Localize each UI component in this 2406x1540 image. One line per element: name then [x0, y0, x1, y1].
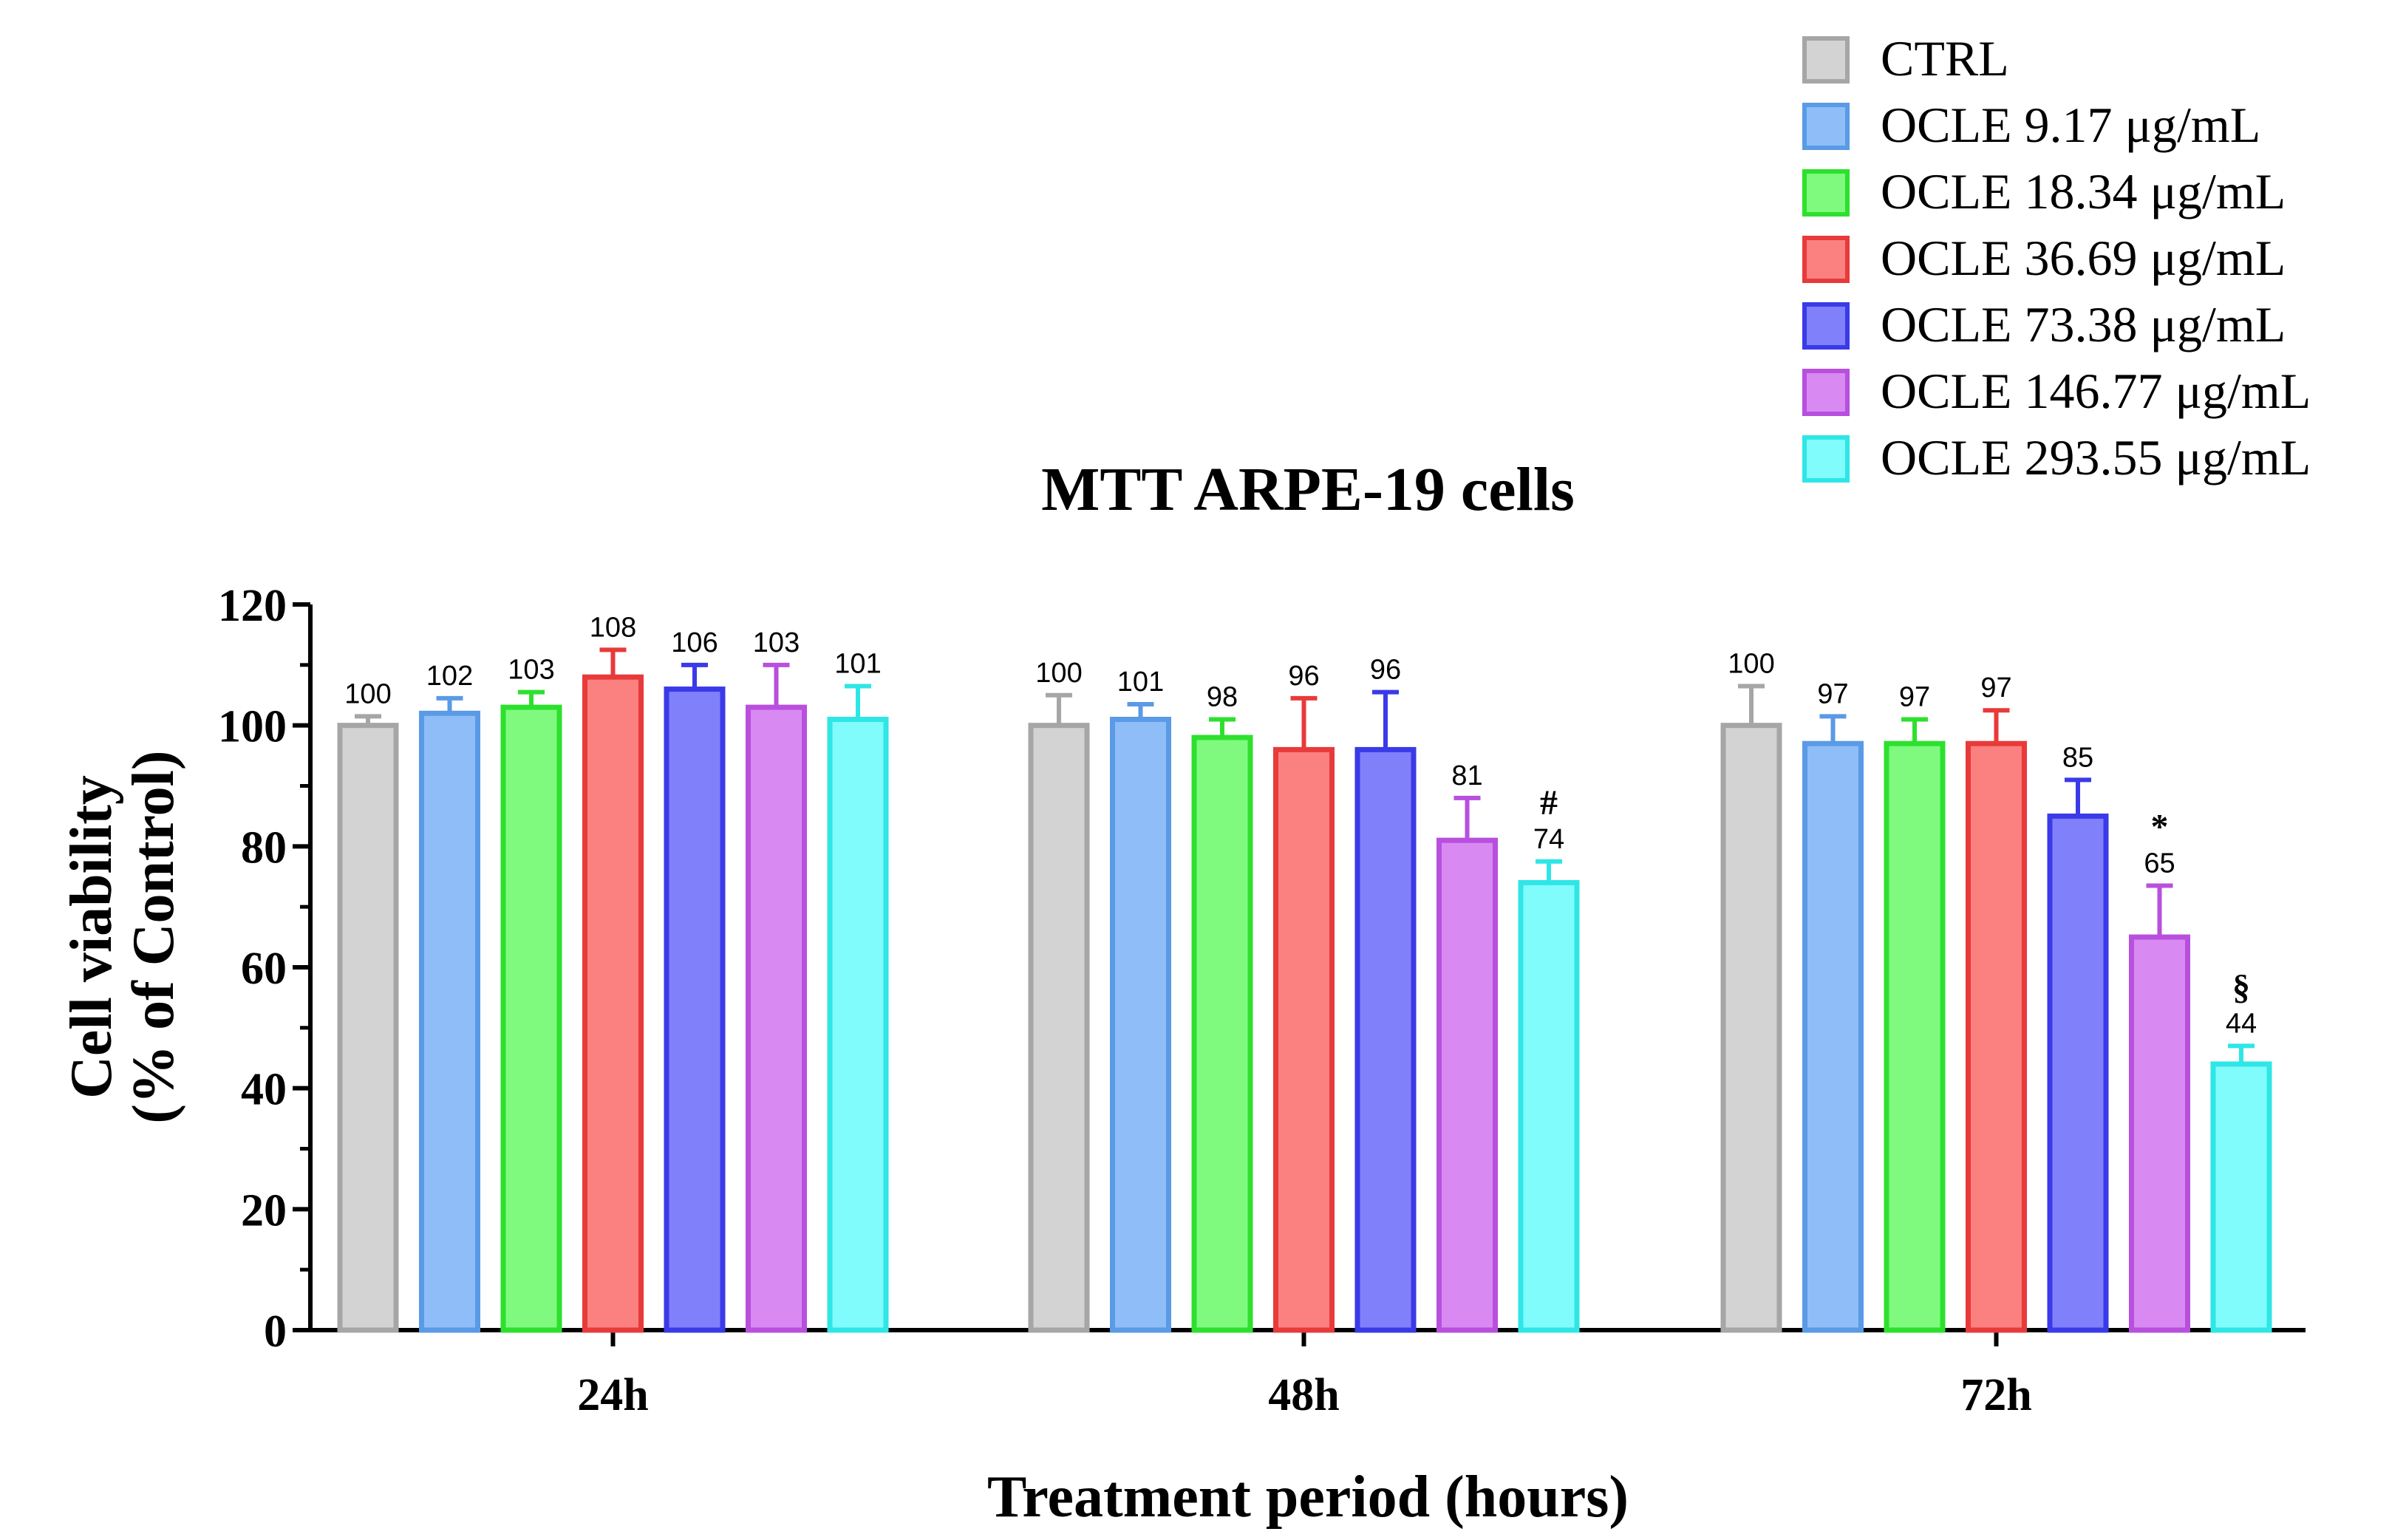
data-label: 85	[2062, 742, 2093, 773]
bar-72h-series-2	[1884, 740, 1946, 1333]
bar-72h-series-0	[1720, 723, 1782, 1333]
bar-48h-series-6	[1518, 879, 1580, 1333]
x-tick-label-72h: 72h	[1960, 1370, 2031, 1420]
bar-48h-series-2	[1191, 735, 1253, 1333]
y-tick-label: 20	[241, 1185, 287, 1236]
legend-swatch	[1802, 103, 1850, 150]
x-axis-ticks: 24h 48h 72h	[577, 1330, 2032, 1420]
data-label: 96	[1288, 661, 1319, 692]
x-tick-label-24h: 24h	[577, 1370, 648, 1420]
data-label: 96	[1370, 655, 1401, 686]
legend-label: OCLE 9.17 μg/mL	[1881, 97, 2260, 153]
legend-swatch	[1802, 169, 1850, 217]
data-label: 100	[1035, 658, 1082, 689]
data-label: 101	[1117, 667, 1164, 698]
bar-24h-series-0	[337, 723, 399, 1333]
bar-72h-series-3	[1966, 740, 2027, 1333]
y-axis-ticks: 0 20 40 60 80 100 120	[218, 581, 310, 1357]
bar-48h-series-4	[1354, 746, 1417, 1333]
legend-swatch	[1802, 369, 1850, 416]
bar-24h-series-4	[664, 686, 726, 1333]
data-label: 74	[1533, 824, 1564, 855]
y-axis-title-line1: Cell viability	[59, 775, 124, 1099]
y-tick-label: 80	[241, 822, 287, 873]
data-label: 98	[1207, 681, 1238, 712]
bar-72h-series-6	[2210, 1061, 2272, 1333]
bar-72h-series-5	[2129, 934, 2190, 1333]
bar-48h-series-3	[1273, 746, 1335, 1333]
x-tick-label-48h: 48h	[1268, 1370, 1339, 1420]
data-label: 97	[1980, 672, 2011, 703]
data-label: 103	[508, 655, 554, 686]
y-axis-title-line2: (% of Control)	[121, 750, 186, 1123]
data-label: 108	[590, 612, 636, 643]
data-label: 103	[753, 627, 800, 658]
data-label: 44	[2226, 1008, 2257, 1039]
bar-24h-series-1	[419, 710, 480, 1333]
data-label: 81	[1451, 760, 1482, 791]
legend: CTRL OCLE 9.17 μg/mL OCLE 18.34 μg/mL OCLE …	[1802, 30, 2311, 485]
data-label: 65	[2144, 848, 2175, 879]
legend-swatch	[1802, 36, 1850, 84]
y-tick-label: 120	[218, 581, 287, 631]
data-label: 101	[834, 648, 881, 679]
significance-marker: #	[1540, 783, 1558, 822]
data-label: 102	[426, 661, 473, 692]
data-label: 97	[1899, 681, 1930, 712]
bar-24h-series-3	[582, 674, 644, 1333]
legend-label: OCLE 293.55 μg/mL	[1881, 429, 2311, 485]
data-label: 97	[1817, 678, 1848, 709]
legend-label: OCLE 73.38 μg/mL	[1881, 296, 2286, 352]
bar-48h-series-5	[1437, 837, 1498, 1333]
y-tick-label: 60	[241, 944, 287, 994]
legend-swatch	[1802, 302, 1850, 350]
bars-layer: 100 102 103 108 106 103 101 100 101 98 96 96 81 74#10…	[337, 612, 2272, 1333]
bar-24h-series-5	[746, 704, 807, 1333]
legend-label: CTRL	[1881, 30, 2009, 86]
legend-label: OCLE 18.34 μg/mL	[1881, 163, 2286, 219]
significance-marker: *	[2151, 808, 2169, 847]
bar-24h-series-6	[827, 716, 889, 1333]
significance-marker: §	[2232, 967, 2250, 1006]
y-tick-label: 40	[241, 1065, 287, 1115]
bar-72h-series-4	[2047, 813, 2109, 1333]
bar-72h-series-1	[1802, 740, 1864, 1333]
legend-label: OCLE 146.77 μg/mL	[1881, 363, 2311, 419]
data-label: 106	[671, 627, 718, 658]
data-label: 100	[344, 678, 391, 709]
data-label: 100	[1728, 648, 1774, 679]
bar-48h-series-0	[1028, 723, 1090, 1333]
chart-title: MTT ARPE-19 cells	[1041, 455, 1575, 524]
legend-label: OCLE 36.69 μg/mL	[1881, 230, 2286, 286]
y-tick-label: 100	[218, 702, 287, 752]
y-tick-label: 0	[264, 1306, 287, 1357]
legend-swatch	[1802, 236, 1850, 283]
bar-48h-series-1	[1110, 716, 1171, 1333]
bar-24h-series-2	[500, 704, 562, 1333]
x-axis-title: Treatment period (hours)	[987, 1465, 1629, 1530]
legend-swatch	[1802, 435, 1850, 483]
